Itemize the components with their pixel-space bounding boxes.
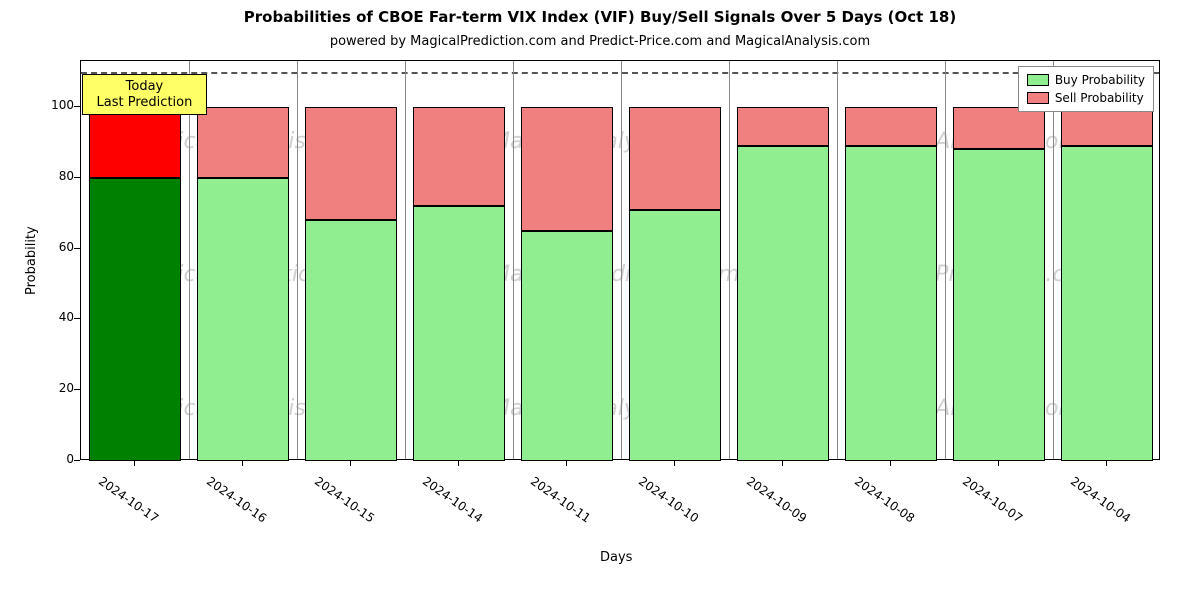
x-tick-label: 2024-10-15 (312, 474, 377, 525)
x-tick-label: 2024-10-04 (1068, 474, 1133, 525)
x-tick-mark (674, 460, 675, 466)
x-tick-label: 2024-10-08 (852, 474, 917, 525)
legend-item: Sell Probability (1027, 89, 1145, 107)
y-tick-label: 20 (40, 381, 74, 395)
x-tick-mark (1106, 460, 1107, 466)
buy-bar (413, 206, 506, 461)
sell-bar (89, 107, 182, 178)
annotation-line-2: Last Prediction (97, 95, 193, 111)
grid-vertical-line (837, 61, 838, 459)
legend-swatch (1027, 74, 1049, 86)
grid-vertical-line (189, 61, 190, 459)
x-tick-mark (782, 460, 783, 466)
x-tick-label: 2024-10-14 (420, 474, 485, 525)
annotation-line-1: Today (97, 79, 193, 95)
y-tick-label: 60 (40, 240, 74, 254)
chart-title: Probabilities of CBOE Far-term VIX Index… (0, 8, 1200, 26)
x-axis-label: Days (600, 550, 632, 565)
buy-bar (197, 178, 290, 461)
grid-vertical-line (729, 61, 730, 459)
y-tick-mark (74, 389, 80, 390)
y-tick-mark (74, 460, 80, 461)
sell-bar (845, 107, 938, 146)
buy-bar (629, 210, 722, 461)
legend: Buy ProbabilitySell Probability (1018, 66, 1154, 112)
y-tick-label: 100 (40, 98, 74, 112)
buy-bar (521, 231, 614, 461)
x-tick-mark (566, 460, 567, 466)
reference-dashed-line (81, 72, 1159, 74)
grid-vertical-line (621, 61, 622, 459)
sell-bar (305, 107, 398, 220)
x-tick-mark (350, 460, 351, 466)
y-tick-label: 0 (40, 452, 74, 466)
x-tick-mark (242, 460, 243, 466)
legend-label: Sell Probability (1055, 89, 1144, 107)
sell-bar (197, 107, 290, 178)
buy-bar (305, 220, 398, 461)
sell-bar (413, 107, 506, 206)
x-tick-label: 2024-10-10 (636, 474, 701, 525)
sell-bar (953, 107, 1046, 149)
y-tick-mark (74, 318, 80, 319)
chart-subtitle: powered by MagicalPrediction.com and Pre… (0, 34, 1200, 49)
grid-vertical-line (945, 61, 946, 459)
buy-bar (953, 149, 1046, 461)
sell-bar (521, 107, 614, 231)
x-tick-label: 2024-10-07 (960, 474, 1025, 525)
x-tick-label: 2024-10-17 (96, 474, 161, 525)
y-axis-label: Probability (24, 226, 39, 295)
y-tick-label: 40 (40, 310, 74, 324)
y-tick-label: 80 (40, 169, 74, 183)
buy-bar (845, 146, 938, 461)
grid-vertical-line (405, 61, 406, 459)
legend-label: Buy Probability (1055, 71, 1145, 89)
buy-bar (737, 146, 830, 461)
buy-bar (89, 178, 182, 461)
y-tick-mark (74, 248, 80, 249)
x-tick-label: 2024-10-16 (204, 474, 269, 525)
legend-swatch (1027, 92, 1049, 104)
y-tick-mark (74, 106, 80, 107)
today-annotation: Today Last Prediction (82, 74, 208, 115)
grid-vertical-line (297, 61, 298, 459)
legend-item: Buy Probability (1027, 71, 1145, 89)
x-tick-label: 2024-10-09 (744, 474, 809, 525)
sell-bar (737, 107, 830, 146)
grid-vertical-line (1053, 61, 1054, 459)
x-tick-label: 2024-10-11 (528, 474, 593, 525)
grid-vertical-line (513, 61, 514, 459)
sell-bar (629, 107, 722, 210)
x-tick-mark (890, 460, 891, 466)
buy-bar (1061, 146, 1154, 461)
y-tick-mark (74, 177, 80, 178)
plot-area: MagicalAnalysis.comMagicalAnalysis.comMa… (80, 60, 1160, 460)
x-tick-mark (998, 460, 999, 466)
x-tick-mark (458, 460, 459, 466)
sell-bar (1061, 107, 1154, 146)
x-tick-mark (134, 460, 135, 466)
probability-chart: Probabilities of CBOE Far-term VIX Index… (0, 0, 1200, 600)
